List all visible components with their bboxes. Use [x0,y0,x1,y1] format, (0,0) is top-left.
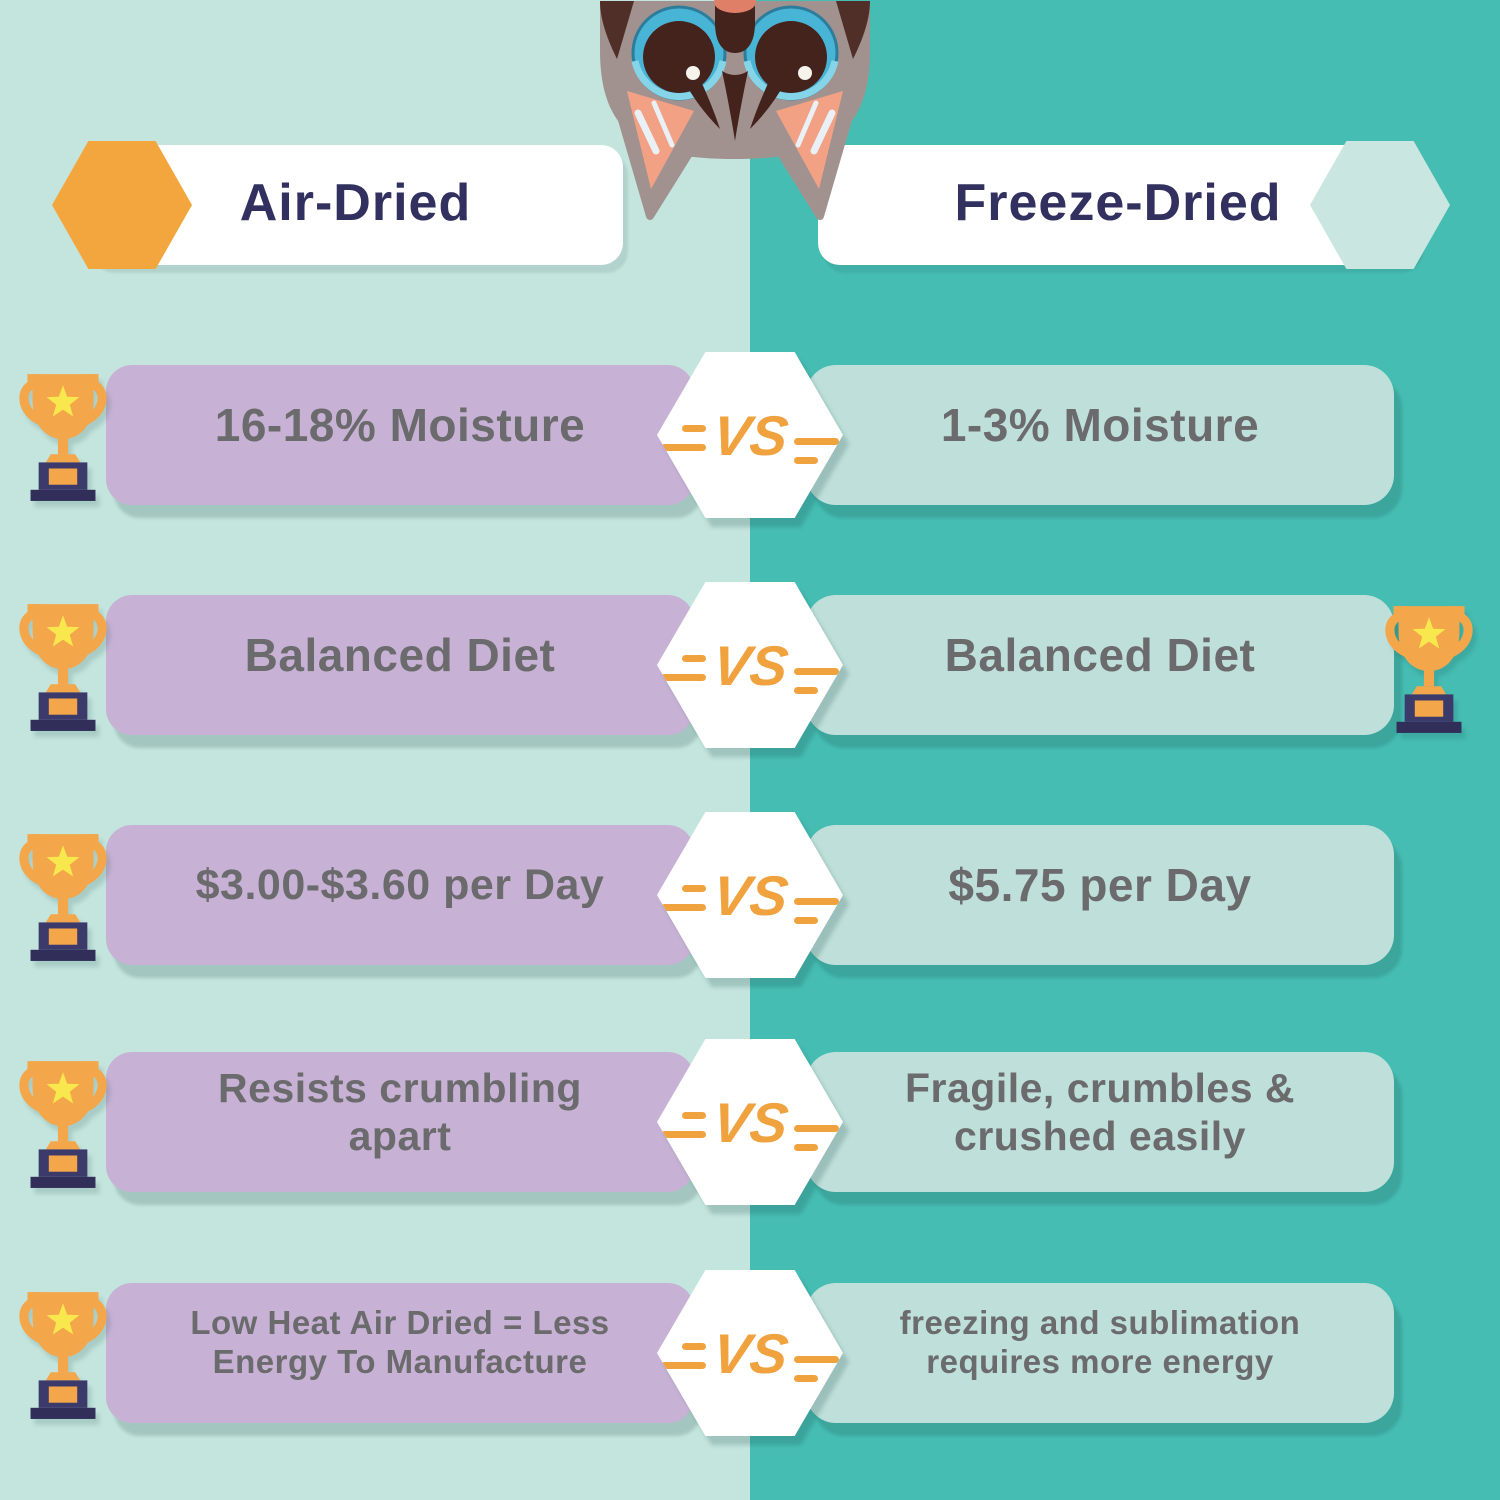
freeze-dried-value-pill: $5.75 per Day [806,825,1394,965]
freeze-dried-value-pill: 1-3% Moisture [806,365,1394,505]
air-dried-moisture-text: 16-18% Moisture [214,398,586,451]
speed-lines-left [660,1343,706,1369]
speed-lines-left [660,1112,706,1138]
vs-label: VS [708,633,792,697]
trophy-icon [18,826,108,964]
speed-lines-right [794,438,840,464]
vs-hexagon: VS [657,582,843,748]
freeze-dried-diet-text: Balanced Diet [944,628,1256,681]
trophy-icon [18,1284,108,1422]
comparison-row-durability: Resists crumbling apart VS Fragile, crum… [0,1039,1500,1205]
freeze-dried-energy-text: freezing and sublimation requires more e… [899,1304,1301,1380]
freeze-dried-durability-text: Fragile, crumbles & crushed easily [904,1064,1295,1159]
air-dried-durability-text: Resists crumbling apart [218,1064,582,1159]
trophy-icon [18,1053,108,1191]
comparison-row-diet: Balanced Diet VS Balanced Diet [0,582,1500,748]
freeze-dried-value-pill: Balanced Diet [806,595,1394,735]
speed-lines-right [794,668,840,694]
air-dried-value-pill: Balanced Diet [106,595,694,735]
freeze-dried-title: Freeze-Dried [954,174,1282,232]
air-dried-cost-text: $3.00-$3.60 per Day [195,860,605,909]
freeze-dried-moisture-text: 1-3% Moisture [940,398,1260,451]
vs-hexagon-badge: VS [657,582,843,748]
vs-label: VS [708,1321,792,1385]
vs-hexagon-badge: VS [657,1270,843,1436]
vs-hexagon-badge: VS [657,1039,843,1205]
comparison-row-energy: Low Heat Air Dried = Less Energy To Manu… [0,1270,1500,1436]
vs-hexagon: VS [657,1270,843,1436]
speed-lines-right [794,1356,840,1382]
vs-label: VS [708,863,792,927]
trophy-icon [18,366,108,504]
vs-hexagon-badge: VS [657,812,843,978]
freeze-dried-value-pill: Fragile, crumbles & crushed easily [806,1052,1394,1192]
vs-hexagon: VS [657,352,843,518]
upside-down-cat-icon [600,0,870,220]
vs-label: VS [708,403,792,467]
comparison-row-cost: $3.00-$3.60 per Day VS $5.75 per Day [0,812,1500,978]
air-dried-title: Air-Dried [239,174,472,232]
speed-lines-left [660,655,706,681]
speed-lines-right [794,898,840,924]
trophy-icon [18,596,108,734]
air-dried-value-pill: Resists crumbling apart [106,1052,694,1192]
vs-hexagon: VS [657,812,843,978]
speed-lines-left [660,885,706,911]
air-dried-value-pill: 16-18% Moisture [106,365,694,505]
air-dried-value-pill: $3.00-$3.60 per Day [106,825,694,965]
speed-lines-left [660,425,706,451]
trophy-icon [1384,598,1474,736]
air-dried-diet-text: Balanced Diet [244,628,556,681]
speed-lines-right [794,1125,840,1151]
air-dried-energy-text: Low Heat Air Dried = Less Energy To Manu… [190,1304,610,1380]
comparison-row-moisture: 16-18% Moisture VS 1-3% Moisture [0,352,1500,518]
freeze-dried-cost-text: $5.75 per Day [948,858,1252,911]
freeze-dried-value-pill: freezing and sublimation requires more e… [806,1283,1394,1423]
air-dried-value-pill: Low Heat Air Dried = Less Energy To Manu… [106,1283,694,1423]
vs-hexagon: VS [657,1039,843,1205]
vs-hexagon-badge: VS [657,352,843,518]
vs-label: VS [708,1090,792,1154]
